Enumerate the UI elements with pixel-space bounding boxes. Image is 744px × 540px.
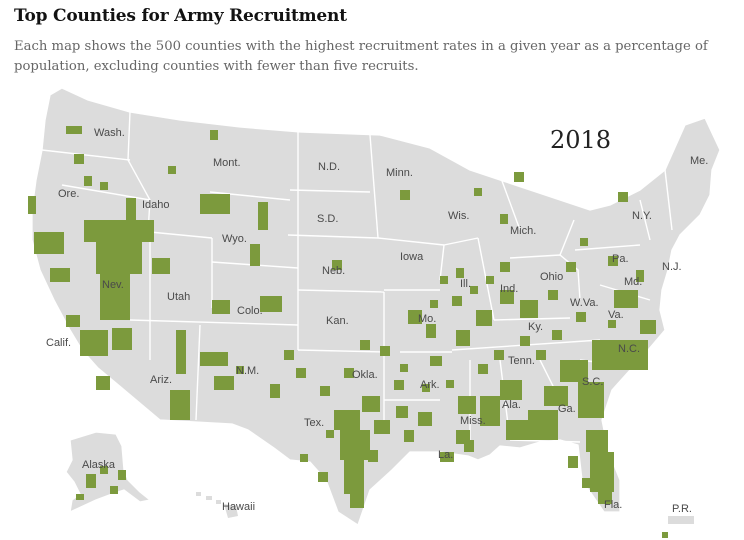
state-label-ny: N.Y.	[632, 210, 652, 222]
state-label-ark: Ark.	[420, 379, 440, 391]
state-label-neb: Neb.	[322, 265, 345, 277]
state-label-nc: N.C.	[618, 343, 640, 355]
state-label-la: La.	[438, 449, 453, 461]
state-label-ohio: Ohio	[540, 271, 563, 283]
state-label-hawaii: Hawaii	[222, 501, 255, 513]
state-label-ill: Ill.	[460, 278, 471, 290]
state-label-minn: Minn.	[386, 167, 413, 179]
state-label-okla: Okla.	[352, 369, 378, 381]
state-label-wva: W.Va.	[570, 297, 599, 309]
map-year-label: 2018	[550, 126, 611, 154]
highlighted-counties	[28, 126, 668, 538]
state-label-ariz: Ariz.	[150, 374, 172, 386]
state-label-wash: Wash.	[94, 127, 125, 139]
state-label-miss: Miss.	[460, 415, 486, 427]
state-label-ore: Ore.	[58, 188, 79, 200]
state-label-ky: Ky.	[528, 321, 543, 333]
state-label-mich: Mich.	[510, 225, 536, 237]
state-label-calif: Calif.	[46, 337, 71, 349]
state-label-ala: Ala.	[502, 399, 521, 411]
state-label-alaska: Alaska	[82, 459, 116, 471]
state-label-nj: N.J.	[662, 261, 682, 273]
state-label-wyo: Wyo.	[222, 233, 247, 245]
page-title: Top Counties for Army Recruitment	[14, 6, 347, 26]
state-label-va: Va.	[608, 309, 624, 321]
state-label-tenn: Tenn.	[508, 355, 535, 367]
state-borders	[41, 111, 673, 443]
state-label-idaho: Idaho	[142, 199, 170, 211]
state-label-ind: Ind.	[500, 283, 518, 295]
state-label-kan: Kan.	[326, 315, 349, 327]
state-label-sd: S.D.	[317, 213, 338, 225]
state-label-pa: Pa.	[612, 253, 629, 265]
state-label-pr: P.R.	[672, 503, 692, 515]
hawaii-shape	[196, 492, 238, 518]
state-label-tex: Tex.	[304, 417, 324, 429]
puerto-rico-shape	[668, 516, 694, 524]
state-label-wis: Wis.	[448, 210, 469, 222]
page-subtitle: Each map shows the 500 counties with the…	[14, 39, 708, 74]
state-label-nm: N.M.	[236, 365, 259, 377]
state-label-ga: Ga.	[558, 403, 576, 415]
state-label-md: Md.	[624, 276, 642, 288]
state-label-nev: Nev.	[102, 279, 124, 291]
state-label-mo: Mo.	[418, 313, 436, 325]
state-label-me: Me.	[690, 155, 708, 167]
state-label-mont: Mont.	[213, 157, 241, 169]
state-labels: Wash. Ore. Calif. Nev. Idaho Mont. Wyo. …	[46, 127, 708, 515]
state-label-colo: Colo.	[237, 305, 263, 317]
state-label-nd: N.D.	[318, 161, 340, 173]
state-label-sc: S.C.	[582, 376, 603, 388]
state-label-fla: Fla.	[604, 499, 622, 511]
state-label-utah: Utah	[167, 291, 190, 303]
state-label-iowa: Iowa	[400, 251, 424, 263]
